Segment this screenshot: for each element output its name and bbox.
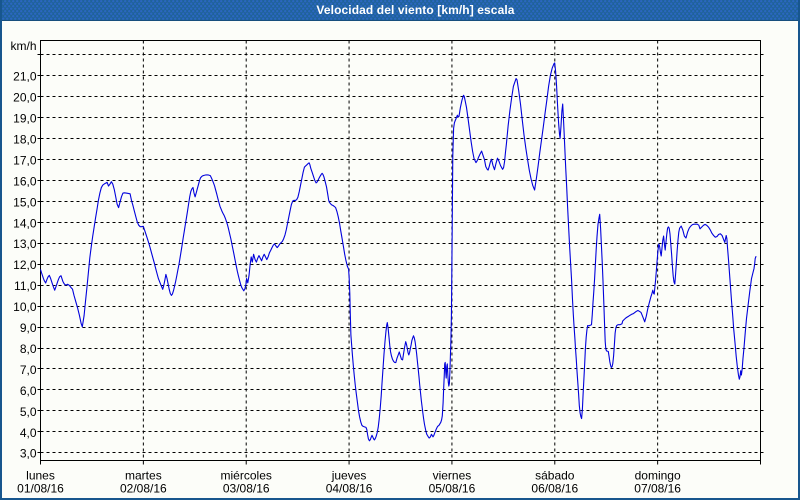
svg-text:20,0: 20,0 [13, 91, 37, 105]
svg-text:10,0: 10,0 [13, 300, 37, 314]
svg-text:02/08/16: 02/08/16 [120, 482, 167, 496]
svg-text:04/08/16: 04/08/16 [326, 482, 373, 496]
svg-text:19,0: 19,0 [13, 112, 37, 126]
svg-text:03/08/16: 03/08/16 [223, 482, 270, 496]
svg-text:9,0: 9,0 [20, 321, 37, 335]
svg-text:05/08/16: 05/08/16 [429, 482, 476, 496]
svg-text:6,0: 6,0 [20, 384, 37, 398]
svg-text:3,0: 3,0 [20, 447, 37, 461]
svg-text:miércoles: miércoles [221, 469, 272, 483]
svg-text:13,0: 13,0 [13, 237, 37, 251]
svg-text:14,0: 14,0 [13, 216, 37, 230]
svg-text:15,0: 15,0 [13, 195, 37, 209]
svg-text:06/08/16: 06/08/16 [531, 482, 578, 496]
svg-text:07/08/16: 07/08/16 [634, 482, 681, 496]
svg-text:12,0: 12,0 [13, 258, 37, 272]
svg-text:7,0: 7,0 [20, 363, 37, 377]
svg-text:21,0: 21,0 [13, 70, 37, 84]
svg-text:17,0: 17,0 [13, 153, 37, 167]
svg-text:lunes: lunes [26, 469, 55, 483]
svg-text:domingo: domingo [635, 469, 681, 483]
svg-text:4,0: 4,0 [20, 426, 37, 440]
svg-text:km/h: km/h [10, 39, 36, 53]
svg-text:5,0: 5,0 [20, 405, 37, 419]
svg-text:martes: martes [125, 469, 162, 483]
svg-text:jueves: jueves [331, 469, 367, 483]
svg-text:01/08/16: 01/08/16 [17, 482, 64, 496]
svg-text:viernes: viernes [433, 469, 472, 483]
svg-text:11,0: 11,0 [14, 279, 37, 293]
svg-text:16,0: 16,0 [13, 174, 37, 188]
svg-text:sábado: sábado [535, 469, 575, 483]
svg-text:8,0: 8,0 [20, 342, 37, 356]
svg-text:18,0: 18,0 [13, 132, 37, 146]
